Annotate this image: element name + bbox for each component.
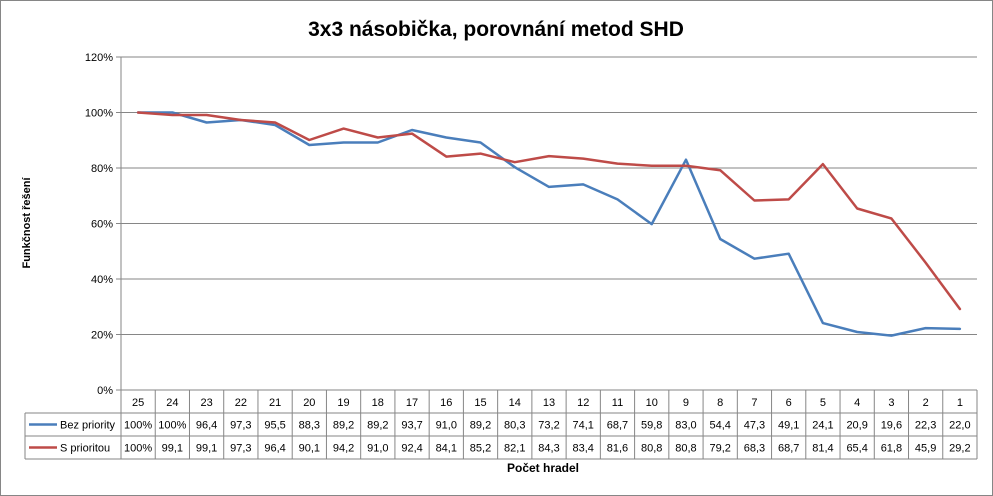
data-label: 93,7 [401,420,422,432]
x-tick-label: 22 [235,397,247,409]
data-label: 73,2 [538,420,559,432]
data-label: 82,1 [504,443,525,455]
y-tick-label: 100% [85,108,113,120]
x-tick-label: 8 [717,397,723,409]
data-label: 100% [124,420,152,432]
data-label: 68,7 [778,443,799,455]
data-label: 19,6 [881,420,902,432]
data-label: 99,1 [196,443,217,455]
data-label: 91,0 [367,443,388,455]
y-axis-label: Funkčnost řešení [21,177,33,269]
data-label: 89,2 [333,420,354,432]
data-label: 100% [158,420,186,432]
data-label: 90,1 [299,443,320,455]
x-tick-label: 7 [751,397,757,409]
x-tick-label: 18 [372,397,384,409]
series-line-2 [136,111,962,311]
data-label: 83,0 [675,420,696,432]
x-axis-label: Počet hradel [507,461,579,475]
data-label: 47,3 [744,420,765,432]
x-tick-label: 6 [786,397,792,409]
data-label: 92,4 [401,443,422,455]
y-tick-label: 80% [91,163,113,175]
x-tick-label: 9 [683,397,689,409]
data-label: 59,8 [641,420,662,432]
data-table: 25 24 23 22 21 20 19 18 17 16 15 14 13 12 11 10 9 8 7 6 5 4 3 2… [24,389,978,460]
x-tick-label: 23 [200,397,212,409]
data-label: 84,1 [436,443,457,455]
chart-title: 3x3 násobička, porovnání metod SHD [308,18,684,41]
data-label: 80,3 [504,420,525,432]
x-tick-label: 5 [820,397,826,409]
x-tick-label: 19 [337,397,349,409]
x-tick-label: 11 [612,397,623,409]
data-label: 20,9 [846,420,867,432]
x-tick-label: 17 [406,397,418,409]
y-tick-labels: 0% 20% 40% 60% 80% 100% 120% [85,52,113,397]
series-line-1 [136,111,962,337]
data-label: 24,1 [812,420,833,432]
y-tick-label: 40% [91,274,113,286]
x-tick-label: 25 [132,397,144,409]
data-label: 89,2 [470,420,491,432]
data-label: 85,2 [470,443,491,455]
x-tick-label: 4 [854,397,860,409]
data-label: 81,6 [607,443,628,455]
x-tick-label: 12 [577,397,589,409]
x-tick-label: 13 [543,397,555,409]
series-lines [136,111,962,337]
x-tick-label: 20 [303,397,315,409]
data-label: 97,3 [230,420,251,432]
data-label: 81,4 [812,443,833,455]
data-label: 99,1 [162,443,183,455]
data-label: 94,2 [333,443,354,455]
y-tick-label: 60% [91,219,113,231]
data-label: 84,3 [538,443,559,455]
data-label: 88,3 [299,420,320,432]
data-label: 89,2 [367,420,388,432]
x-tick-label: 21 [269,397,281,409]
data-label: 68,3 [744,443,765,455]
x-tick-label: 24 [166,397,178,409]
data-label: 80,8 [675,443,696,455]
data-label: 54,4 [709,420,730,432]
y-tick-label: 120% [85,52,113,64]
legend-label-1: Bez priority [60,420,116,432]
data-label: 22,0 [949,420,970,432]
data-label: 95,5 [264,420,285,432]
x-tick-label: 3 [888,397,894,409]
data-label: 83,4 [573,443,594,455]
data-label: 96,4 [196,420,217,432]
x-tick-label: 14 [509,397,521,409]
data-label: 61,8 [881,443,902,455]
data-label: 79,2 [709,443,730,455]
data-label: 65,4 [846,443,867,455]
data-label: 96,4 [264,443,285,455]
data-label: 91,0 [436,420,457,432]
data-label: 80,8 [641,443,662,455]
y-tick-label: 0% [97,385,113,397]
x-tick-label: 1 [957,397,963,409]
legend-label-2: S prioritou [60,443,110,455]
data-label: 45,9 [915,443,936,455]
x-tick-label: 15 [474,397,486,409]
data-label: 29,2 [949,443,970,455]
x-tick-label: 16 [440,397,452,409]
data-label: 97,3 [230,443,251,455]
data-label: 22,3 [915,420,936,432]
data-label: 49,1 [778,420,799,432]
data-label: 68,7 [607,420,628,432]
y-tick-label: 20% [91,330,113,342]
x-tick-label: 2 [923,397,929,409]
x-tick-label: 10 [646,397,658,409]
data-label: 100% [124,443,152,455]
data-label: 74,1 [573,420,594,432]
